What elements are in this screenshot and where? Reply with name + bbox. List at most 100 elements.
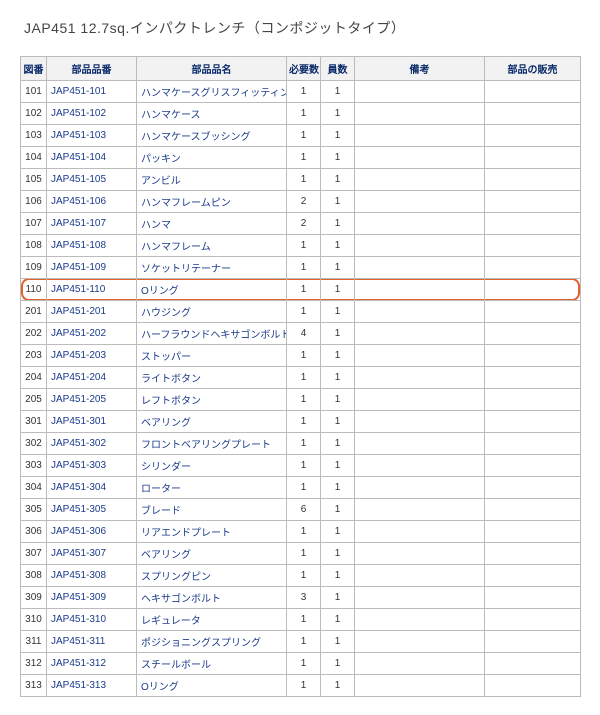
table-cell: JAP451-301 bbox=[47, 411, 137, 433]
table-cell: 309 bbox=[21, 587, 47, 609]
table-cell: 1 bbox=[321, 587, 355, 609]
table-cell: 1 bbox=[321, 257, 355, 279]
table-cell: 1 bbox=[321, 455, 355, 477]
table-cell: 1 bbox=[321, 147, 355, 169]
table-cell: レギュレータ bbox=[137, 609, 287, 631]
table-cell bbox=[355, 455, 485, 477]
table-cell bbox=[485, 455, 581, 477]
table-cell: JAP451-306 bbox=[47, 521, 137, 543]
table-row: 303JAP451-303シリンダー11 bbox=[21, 455, 581, 477]
table-cell: 203 bbox=[21, 345, 47, 367]
table-cell bbox=[355, 81, 485, 103]
table-cell: 1 bbox=[321, 323, 355, 345]
table-cell bbox=[485, 191, 581, 213]
table-cell: 1 bbox=[321, 125, 355, 147]
table-cell: JAP451-305 bbox=[47, 499, 137, 521]
table-cell: JAP451-308 bbox=[47, 565, 137, 587]
col-header: 部品品名 bbox=[137, 57, 287, 81]
table-cell: スプリングピン bbox=[137, 565, 287, 587]
table-cell bbox=[355, 565, 485, 587]
table-cell: 202 bbox=[21, 323, 47, 345]
table-cell: 1 bbox=[287, 455, 321, 477]
table-cell: 1 bbox=[287, 675, 321, 697]
table-cell: フロントベアリングプレート bbox=[137, 433, 287, 455]
table-row: 312JAP451-312スチールボール11 bbox=[21, 653, 581, 675]
table-cell bbox=[485, 653, 581, 675]
table-cell: 1 bbox=[287, 477, 321, 499]
table-cell: JAP451-311 bbox=[47, 631, 137, 653]
table-cell bbox=[485, 389, 581, 411]
table-cell bbox=[485, 565, 581, 587]
table-cell: 1 bbox=[287, 103, 321, 125]
table-cell bbox=[355, 323, 485, 345]
table-cell: JAP451-107 bbox=[47, 213, 137, 235]
table-cell: 1 bbox=[287, 565, 321, 587]
table-cell: 301 bbox=[21, 411, 47, 433]
table-cell: 311 bbox=[21, 631, 47, 653]
table-cell: JAP451-109 bbox=[47, 257, 137, 279]
table-cell: ハンマケースブッシング bbox=[137, 125, 287, 147]
table-cell bbox=[355, 653, 485, 675]
table-cell: ストッパー bbox=[137, 345, 287, 367]
table-cell bbox=[485, 631, 581, 653]
table-cell bbox=[485, 81, 581, 103]
table-cell: JAP451-201 bbox=[47, 301, 137, 323]
table-cell: 1 bbox=[321, 345, 355, 367]
table-cell: 1 bbox=[287, 389, 321, 411]
table-cell: 1 bbox=[287, 169, 321, 191]
table-cell bbox=[355, 279, 485, 301]
table-cell bbox=[355, 301, 485, 323]
table-cell: 201 bbox=[21, 301, 47, 323]
table-cell bbox=[355, 609, 485, 631]
table-row: 308JAP451-308スプリングピン11 bbox=[21, 565, 581, 587]
table-cell: ローター bbox=[137, 477, 287, 499]
table-cell: 1 bbox=[287, 631, 321, 653]
col-header: 部品の販売 bbox=[485, 57, 581, 81]
table-row: 109JAP451-109ソケットリテーナー11 bbox=[21, 257, 581, 279]
table-cell: ポジショニングスプリング bbox=[137, 631, 287, 653]
table-cell bbox=[355, 147, 485, 169]
table-row: 304JAP451-304ローター11 bbox=[21, 477, 581, 499]
table-row: 311JAP451-311ポジショニングスプリング11 bbox=[21, 631, 581, 653]
table-cell: 1 bbox=[321, 543, 355, 565]
table-cell bbox=[485, 521, 581, 543]
table-cell: JAP451-103 bbox=[47, 125, 137, 147]
table-cell bbox=[485, 301, 581, 323]
table-cell: レフトボタン bbox=[137, 389, 287, 411]
table-cell: ハウジング bbox=[137, 301, 287, 323]
table-cell: JAP451-205 bbox=[47, 389, 137, 411]
table-row: 101JAP451-101ハンマケースグリスフィッティング11 bbox=[21, 81, 581, 103]
table-cell: 102 bbox=[21, 103, 47, 125]
table-cell bbox=[485, 499, 581, 521]
table-cell bbox=[485, 367, 581, 389]
table-cell: 1 bbox=[321, 631, 355, 653]
table-row: 205JAP451-205レフトボタン11 bbox=[21, 389, 581, 411]
table-cell: ヘキサゴンボルト bbox=[137, 587, 287, 609]
table-cell bbox=[485, 125, 581, 147]
col-header: 必要数 bbox=[287, 57, 321, 81]
table-cell: 302 bbox=[21, 433, 47, 455]
table-cell: ハンマケースグリスフィッティング bbox=[137, 81, 287, 103]
table-cell: JAP451-302 bbox=[47, 433, 137, 455]
table-cell: 1 bbox=[321, 81, 355, 103]
table-cell: 105 bbox=[21, 169, 47, 191]
table-cell bbox=[485, 477, 581, 499]
table-cell: 308 bbox=[21, 565, 47, 587]
table-cell bbox=[355, 411, 485, 433]
table-cell bbox=[485, 411, 581, 433]
table-cell bbox=[485, 587, 581, 609]
table-row: 106JAP451-106ハンマフレームピン21 bbox=[21, 191, 581, 213]
table-cell: 305 bbox=[21, 499, 47, 521]
table-cell: 304 bbox=[21, 477, 47, 499]
table-cell bbox=[485, 323, 581, 345]
table-cell: 1 bbox=[321, 477, 355, 499]
table-cell bbox=[355, 257, 485, 279]
table-cell bbox=[485, 543, 581, 565]
table-cell: 306 bbox=[21, 521, 47, 543]
table-cell: 110 bbox=[21, 279, 47, 301]
table-cell bbox=[485, 609, 581, 631]
table-cell: JAP451-108 bbox=[47, 235, 137, 257]
table-cell: 6 bbox=[287, 499, 321, 521]
table-row: 105JAP451-105アンビル11 bbox=[21, 169, 581, 191]
table-cell bbox=[355, 587, 485, 609]
